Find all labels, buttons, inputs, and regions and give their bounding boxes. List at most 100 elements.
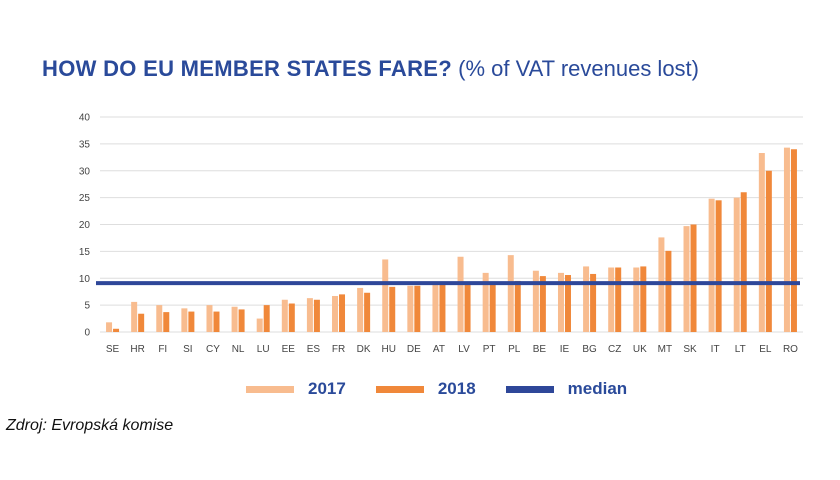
bar-2017-uk [633,267,640,332]
y-tick-label: 10 [79,274,91,285]
bar-2018-lu [263,305,270,332]
bar-2017-se [106,322,113,332]
x-tick-label: CZ [608,344,621,355]
bar-2017-be [532,270,539,332]
bar-2018-fi [163,312,170,332]
legend-swatch-median [505,385,554,393]
bar-2018-at [439,284,446,332]
bar-2018-bg [590,273,597,332]
bar-2017-pl [507,255,514,332]
bar-2017-it [708,198,715,332]
bar-2018-mt [665,250,672,332]
bar-2017-ie [557,272,564,332]
x-tick-label: IE [560,344,570,355]
y-tick-label: 30 [79,166,91,177]
legend-swatch-2018 [375,385,424,393]
bar-2018-ie [564,275,571,332]
x-tick-label: DE [407,344,421,355]
legend-item-2017: 2017 [246,379,346,399]
bar-2018-el [765,170,772,332]
x-tick-label: BE [533,344,547,355]
bar-2017-lv [457,256,464,332]
x-tick-label: AT [433,344,445,355]
legend-label-median: median [567,379,628,398]
x-tick-label: CY [206,344,220,355]
legend-swatch-2017 [246,385,294,393]
x-tick-label: PT [483,344,496,355]
bar-2018-hu [389,286,396,332]
bar-2018-cz [615,267,622,332]
bar-2017-hr [131,301,138,332]
x-tick-label: SK [683,344,697,355]
x-tick-label: SE [106,344,120,355]
bar-2017-nl [231,306,238,332]
x-tick-label: HR [130,344,144,355]
source-note: Zdroj: Evropská komise [6,417,174,434]
bar-2018-ee [288,303,295,332]
chart-legend: 2017 2018 median [246,379,657,399]
x-tick-label: EL [759,344,772,355]
bar-2018-se [113,328,120,332]
y-tick-label: 20 [79,220,91,231]
bar-2018-nl [238,309,245,332]
x-tick-label: IT [711,344,720,355]
x-tick-label: SI [183,344,192,355]
bar-2018-es [313,299,320,332]
x-tick-label: LT [735,344,746,355]
bar-2017-pt [482,272,489,332]
legend-item-2018: 2018 [375,379,476,399]
bar-2017-cy [206,305,213,332]
bar-2018-cy [213,311,220,332]
y-tick-label: 40 [79,113,91,124]
bar-2017-hu [382,259,389,332]
x-tick-label: LU [257,344,270,355]
bar-2017-cz [608,267,615,332]
x-tick-label: EE [282,344,296,355]
bar-2017-ro [783,147,790,332]
bar-2017-bg [583,266,590,332]
bar-2018-ro [790,149,797,332]
y-tick-label: 15 [79,247,91,258]
bar-2017-sk [683,226,690,332]
bar-2018-hr [138,313,145,332]
y-tick-label: 5 [84,301,90,312]
y-tick-label: 25 [79,193,91,204]
bar-2017-fi [156,305,163,332]
bar-2018-it [715,200,722,332]
bar-2018-sk [690,224,697,332]
x-tick-label: LV [458,344,470,355]
bar-2018-si [188,311,195,332]
x-tick-label: BG [582,344,597,355]
bar-2018-lt [740,192,747,332]
bar-2017-ee [281,299,288,332]
bar-2017-at [432,284,439,332]
legend-label-2017: 2017 [308,379,346,398]
x-tick-label: RO [783,344,798,355]
bar-2017-es [306,298,313,332]
bar-2017-el [758,153,765,332]
x-tick-label: PL [508,344,521,355]
x-tick-label: HU [382,344,396,355]
bar-2018-de [414,285,421,332]
x-tick-label: DK [357,344,371,355]
legend-label-2018: 2018 [437,379,476,398]
x-tick-label: FR [332,344,345,355]
x-tick-label: ES [307,344,321,355]
bar-2017-lu [256,318,263,332]
y-tick-label: 35 [79,139,91,150]
bar-2017-dk [357,287,364,332]
y-tick-label: 0 [84,328,90,339]
bar-2017-fr [332,295,339,332]
bar-2018-fr [339,294,346,332]
bar-2017-si [181,308,188,332]
bar-2018-uk [640,266,647,332]
x-tick-label: UK [633,344,647,355]
bar-2017-lt [733,197,740,332]
x-tick-label: FI [158,344,167,355]
bar-2018-pt [489,282,496,332]
bar-2018-dk [364,292,371,332]
chart-title-main: HOW DO EU MEMBER STATES FARE? [42,56,452,81]
bar-2018-pl [514,280,521,332]
bar-2018-be [539,276,546,332]
